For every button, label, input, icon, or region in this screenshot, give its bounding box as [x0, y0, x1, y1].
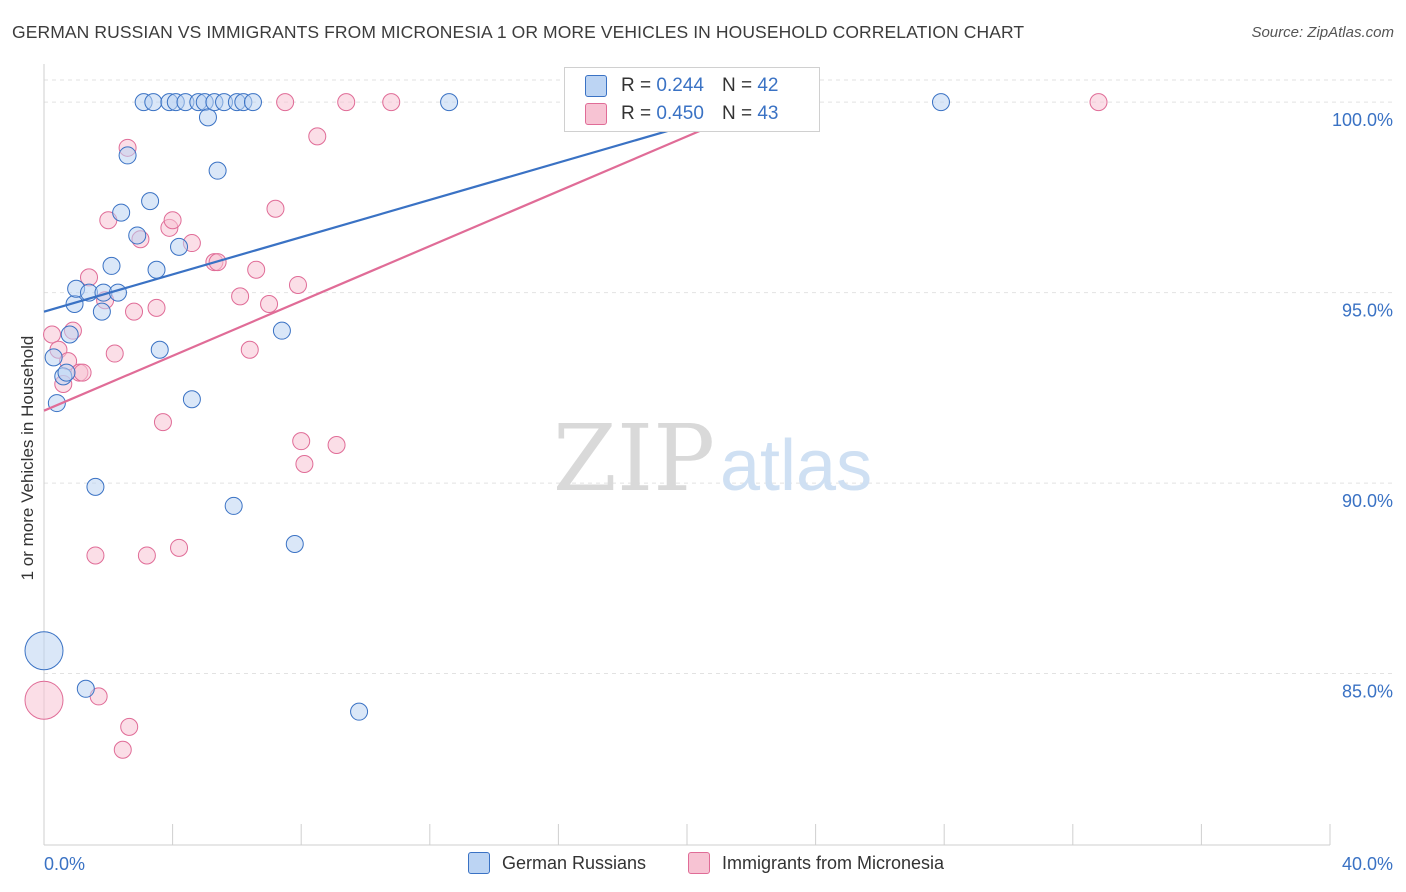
point-german-russians — [224, 496, 243, 515]
point-micronesia — [125, 302, 144, 321]
legend-label: Immigrants from Micronesia — [722, 852, 945, 873]
point-german-russians — [118, 146, 137, 165]
point-german-russians — [141, 192, 160, 211]
point-german-russians — [44, 348, 63, 367]
legend-swatch-pink — [688, 852, 710, 874]
point-micronesia — [247, 260, 266, 279]
point-micronesia — [163, 211, 182, 230]
point-micronesia — [260, 295, 279, 314]
point-micronesia — [120, 717, 139, 736]
point-german-russians — [182, 390, 201, 409]
legend-r-value: 0.450 — [656, 103, 704, 124]
point-german-russians — [102, 256, 121, 275]
legend-r-label: R = — [621, 75, 652, 96]
legend-swatch-pink — [585, 103, 607, 125]
point-micronesia — [137, 546, 156, 565]
x-tick-labels: 0.0% 40.0% — [44, 854, 1393, 874]
point-micronesia — [288, 275, 307, 294]
point-german-russians — [128, 226, 147, 245]
legend-n-label: N = — [721, 103, 753, 124]
watermark-zip: ZIP — [553, 405, 715, 512]
point-micronesia — [113, 740, 132, 759]
y-tick-label: 85.0% — [1342, 682, 1393, 702]
trend-line-german-russians — [43, 101, 768, 313]
point-micronesia — [231, 287, 250, 306]
y-tick-label: 90.0% — [1342, 491, 1393, 511]
watermark-atlas: atlas — [720, 426, 872, 506]
point-micronesia — [337, 93, 356, 112]
point-german-russians — [144, 93, 163, 112]
point-micronesia — [327, 435, 346, 454]
series-german-russians-points — [24, 93, 950, 721]
point-micronesia — [276, 93, 295, 112]
point-micronesia — [105, 344, 124, 363]
point-german-russians — [24, 631, 64, 671]
series-legend: German Russians Immigrants from Micrones… — [0, 852, 1406, 878]
chart-title: GERMAN RUSSIAN VS IMMIGRANTS FROM MICRON… — [12, 22, 1025, 42]
point-micronesia — [382, 93, 401, 112]
grid-lines — [44, 79, 1392, 675]
point-german-russians — [57, 363, 76, 382]
point-german-russians — [86, 477, 105, 496]
legend-label: German Russians — [502, 852, 647, 873]
point-micronesia — [308, 127, 327, 146]
x-tick-label-max: 40.0% — [1342, 854, 1393, 874]
point-german-russians — [112, 203, 131, 222]
point-german-russians — [285, 535, 304, 554]
point-german-russians — [147, 260, 166, 279]
point-german-russians — [170, 237, 189, 256]
point-german-russians — [350, 702, 369, 721]
point-german-russians — [76, 679, 95, 698]
point-german-russians — [272, 321, 291, 340]
trend-lines — [43, 101, 768, 412]
point-micronesia — [73, 363, 92, 382]
y-tick-labels: 85.0% 90.0% 95.0% 100.0% — [1332, 110, 1393, 701]
correlation-legend: R = 0.244 N = 42 R = 0.450 N = 43 — [564, 67, 820, 132]
point-micronesia — [153, 413, 172, 432]
legend-item-micronesia: Immigrants from Micronesia — [688, 852, 944, 874]
point-micronesia — [295, 455, 314, 474]
y-axis-label: 1 or more Vehicles in Household — [18, 335, 37, 581]
y-tick-label: 100.0% — [1332, 110, 1393, 130]
legend-r-value: 0.244 — [656, 75, 704, 96]
point-micronesia — [43, 325, 62, 344]
point-micronesia — [170, 538, 189, 557]
legend-item-german-russians: German Russians — [468, 852, 646, 874]
legend-n-label: N = — [721, 75, 753, 96]
trend-line-micronesia — [43, 101, 768, 412]
point-micronesia — [292, 432, 311, 451]
point-micronesia — [86, 546, 105, 565]
source-credit: Source: ZipAtlas.com — [1251, 24, 1394, 41]
x-tick-label-min: 0.0% — [44, 854, 85, 874]
point-german-russians — [150, 340, 169, 359]
legend-n-value: 42 — [757, 75, 779, 96]
point-micronesia — [147, 298, 166, 317]
point-german-russians — [208, 161, 227, 180]
legend-row-micronesia: R = 0.450 N = 43 — [585, 100, 778, 128]
point-german-russians — [92, 302, 111, 321]
point-micronesia — [24, 680, 64, 720]
y-tick-label: 95.0% — [1342, 301, 1393, 321]
point-german-russians — [60, 325, 79, 344]
legend-n-value: 43 — [757, 103, 779, 124]
point-micronesia — [1089, 93, 1108, 112]
point-micronesia — [266, 199, 285, 218]
point-german-russians — [931, 93, 950, 112]
watermark: ZIP atlas — [553, 405, 872, 512]
point-german-russians — [198, 108, 217, 127]
legend-row-german-russians: R = 0.244 N = 42 — [585, 72, 778, 100]
point-micronesia — [240, 340, 259, 359]
legend-r-label: R = — [621, 103, 652, 124]
legend-swatch-blue — [585, 75, 607, 97]
point-german-russians — [243, 93, 262, 112]
point-german-russians — [440, 93, 459, 112]
legend-swatch-blue — [468, 852, 490, 874]
